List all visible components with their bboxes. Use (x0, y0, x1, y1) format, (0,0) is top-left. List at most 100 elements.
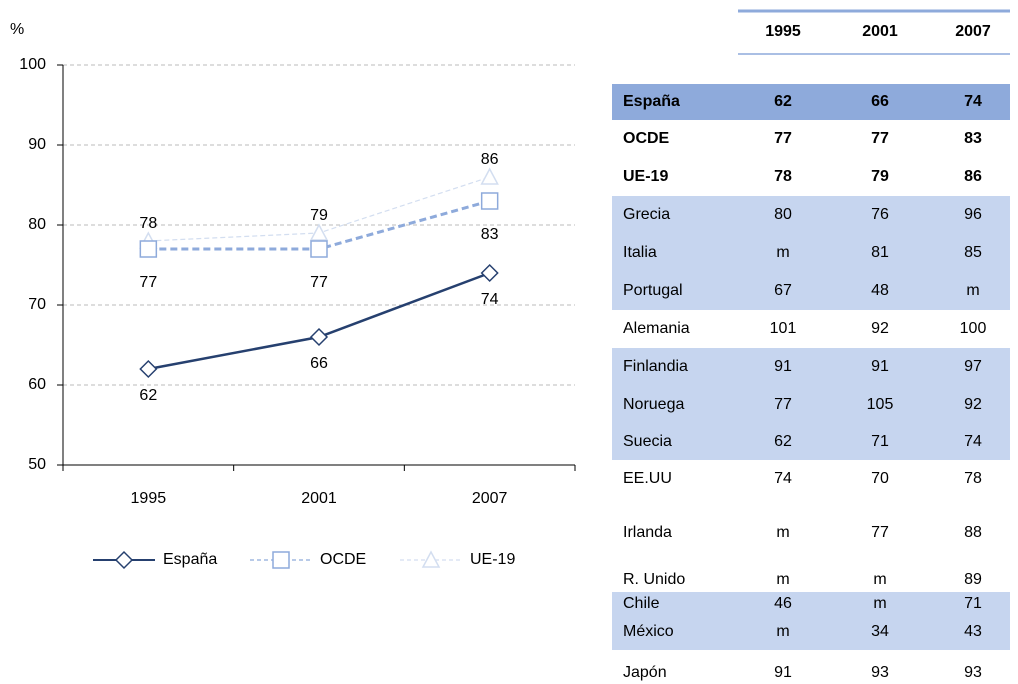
row-label: España (623, 93, 680, 110)
row-label: Portugal (623, 282, 683, 299)
table-cell: 62 (774, 433, 792, 450)
row-label: Italia (623, 244, 657, 261)
table-cell: 77 (774, 130, 792, 147)
data-label: 77 (310, 274, 328, 291)
column-header: 1995 (765, 23, 801, 40)
row-label: Irlanda (623, 524, 672, 541)
row-label: UE-19 (623, 168, 668, 185)
table-cell: 100 (960, 320, 987, 337)
table-cell: m (776, 524, 789, 541)
table-cell: 77 (871, 130, 889, 147)
table-cell: 91 (774, 358, 792, 375)
row-label: Suecia (623, 433, 672, 450)
y-tick-label: 70 (28, 296, 46, 313)
table-cell: m (776, 244, 789, 261)
data-label: 83 (481, 226, 499, 243)
page: % 50 60 70 80 90 100 1995 2001 2007 78 79 86 77 77 83 6… (0, 0, 1018, 684)
y-tick-label: 60 (28, 376, 46, 393)
table-cell: m (873, 595, 886, 612)
table-cell: 93 (871, 664, 889, 681)
row-label: México (623, 623, 674, 640)
y-unit-label: % (10, 21, 24, 38)
data-label: 62 (139, 387, 157, 404)
row-label: Noruega (623, 396, 684, 413)
table-cell: 77 (871, 524, 889, 541)
table-cell: 93 (964, 664, 982, 681)
table-cell: 62 (774, 93, 792, 110)
series-marker (482, 193, 498, 209)
data-label: 66 (310, 355, 328, 372)
table-cell: 77 (774, 396, 792, 413)
data-label: 77 (139, 274, 157, 291)
row-label: OCDE (623, 130, 670, 147)
row-label: Finlandia (623, 358, 688, 375)
table-cell: 48 (871, 282, 889, 299)
series-marker (311, 329, 327, 345)
data-label: 86 (481, 151, 499, 168)
series-marker (482, 169, 498, 184)
legend-marker (116, 552, 132, 568)
table-cell: 46 (774, 595, 792, 612)
table-cell: 74 (964, 433, 982, 450)
table-cell: 91 (871, 358, 889, 375)
column-header: 2007 (955, 23, 991, 40)
table-cell: 78 (774, 168, 792, 185)
series-marker (311, 241, 327, 257)
legend-label: España (163, 551, 217, 568)
table-cell: 70 (871, 470, 889, 487)
table-cell: 66 (871, 93, 889, 110)
table-cell: 96 (964, 206, 982, 223)
row-label: R. Unido (623, 571, 685, 588)
y-tick-label: 100 (19, 56, 46, 73)
table-cell: 89 (964, 571, 982, 588)
table-cell: 91 (774, 664, 792, 681)
row-label: EE.UU (623, 470, 672, 487)
row-label: Japón (623, 664, 667, 681)
table-cell: 88 (964, 524, 982, 541)
row-label: Chile (623, 595, 660, 612)
column-header: 2001 (862, 23, 898, 40)
table-cell: 71 (964, 595, 982, 612)
x-tick-label: 1995 (131, 490, 167, 507)
row-label: Grecia (623, 206, 670, 223)
table-cell: 81 (871, 244, 889, 261)
table-cell: 74 (774, 470, 792, 487)
table-cell: 85 (964, 244, 982, 261)
table-cell: m (966, 282, 979, 299)
legend-marker (273, 552, 289, 568)
series-marker (140, 241, 156, 257)
table-cell: 71 (871, 433, 889, 450)
data-label: 74 (481, 291, 499, 308)
table-cell: 105 (867, 396, 894, 413)
table-cell: 97 (964, 358, 982, 375)
table-cell: 79 (871, 168, 889, 185)
table-cell: m (776, 571, 789, 588)
table-cell: 76 (871, 206, 889, 223)
series-marker (311, 225, 327, 240)
data-label: 79 (310, 207, 328, 224)
x-tick-label: 2001 (301, 490, 337, 507)
table-cell: 80 (774, 206, 792, 223)
y-tick-label: 80 (28, 216, 46, 233)
table-cell: 86 (964, 168, 982, 185)
x-tick-label: 2007 (472, 490, 508, 507)
table-cell: 43 (964, 623, 982, 640)
legend-label: UE-19 (470, 551, 515, 568)
data-label: 78 (139, 215, 157, 232)
series-marker (482, 265, 498, 281)
legend-label: OCDE (320, 551, 366, 568)
table-cell: 83 (964, 130, 982, 147)
table-cell: m (776, 623, 789, 640)
table-cell: 74 (964, 93, 982, 110)
series-marker (140, 361, 156, 377)
row-highlight (612, 592, 1010, 650)
y-tick-label: 50 (28, 456, 46, 473)
row-label: Alemania (623, 320, 690, 337)
table-cell: m (873, 571, 886, 588)
table-cell: 78 (964, 470, 982, 487)
table-cell: 101 (770, 320, 797, 337)
y-tick-label: 90 (28, 136, 46, 153)
table-cell: 34 (871, 623, 889, 640)
table-cell: 92 (871, 320, 889, 337)
table-cell: 67 (774, 282, 792, 299)
